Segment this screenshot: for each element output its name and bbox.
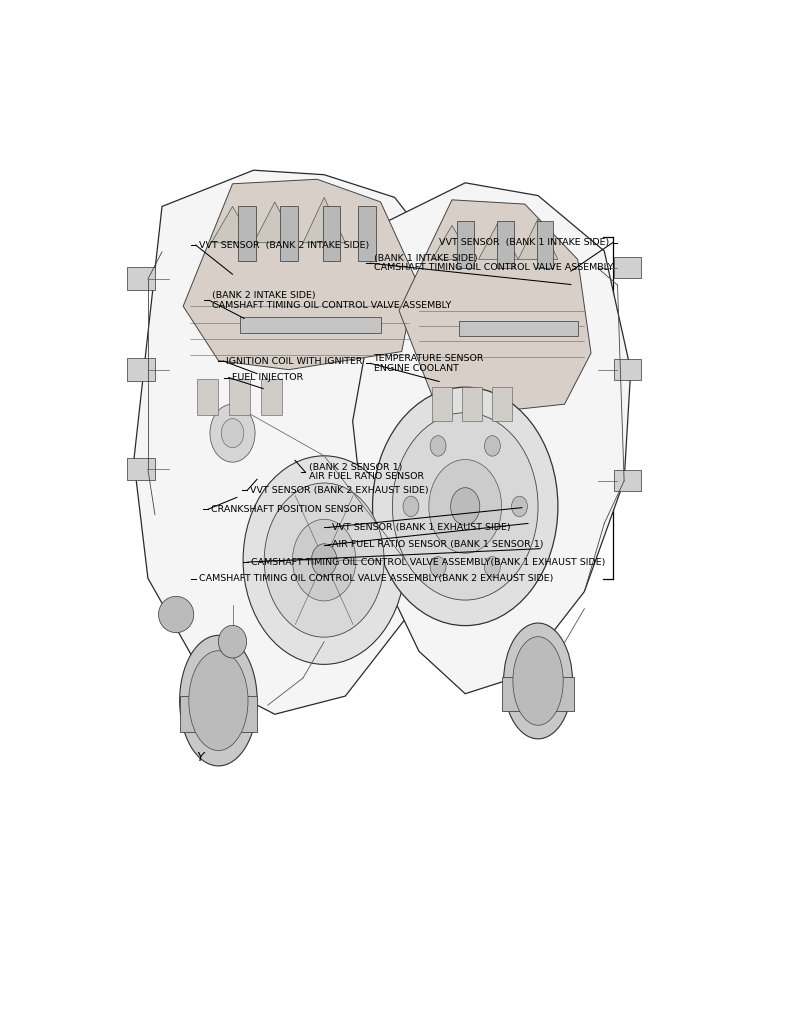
Bar: [240, 317, 380, 334]
Text: TEMPERATURE SENSOR: TEMPERATURE SENSOR: [373, 354, 484, 364]
Bar: [127, 267, 155, 290]
Bar: [180, 696, 257, 732]
Bar: [614, 257, 641, 279]
Ellipse shape: [513, 637, 563, 725]
Circle shape: [392, 413, 538, 600]
Text: CAMSHAFT TIMING OIL CONTROL VALVE ASSEMBLY(BANK 2 EXHAUST SIDE): CAMSHAFT TIMING OIL CONTROL VALVE ASSEMB…: [199, 574, 553, 583]
Bar: [501, 677, 574, 711]
Circle shape: [430, 557, 446, 578]
Polygon shape: [353, 183, 630, 693]
Circle shape: [312, 544, 337, 577]
Circle shape: [210, 404, 255, 462]
Bar: [261, 379, 282, 415]
Circle shape: [484, 557, 501, 578]
Bar: [127, 357, 155, 381]
Polygon shape: [254, 202, 296, 243]
Circle shape: [484, 435, 501, 456]
Circle shape: [293, 519, 356, 601]
Text: AIR FUEL RATIO SENSOR (BANK 1 SENSOR 1): AIR FUEL RATIO SENSOR (BANK 1 SENSOR 1): [332, 541, 543, 549]
Text: (BANK 1 INTAKE SIDE): (BANK 1 INTAKE SIDE): [373, 254, 477, 263]
Polygon shape: [184, 179, 416, 370]
Polygon shape: [134, 170, 458, 715]
Circle shape: [243, 456, 405, 665]
Polygon shape: [518, 218, 558, 259]
Bar: [462, 387, 482, 421]
Circle shape: [512, 497, 528, 517]
Bar: [537, 221, 553, 268]
Polygon shape: [303, 198, 346, 243]
Ellipse shape: [218, 626, 247, 658]
Bar: [127, 458, 155, 480]
Text: VVT SENSOR  (BANK 2 INTAKE SIDE): VVT SENSOR (BANK 2 INTAKE SIDE): [199, 241, 369, 250]
Polygon shape: [432, 225, 472, 259]
Bar: [323, 207, 340, 261]
Text: CRANKSHAFT POSITION SENSOR: CRANKSHAFT POSITION SENSOR: [211, 505, 364, 514]
Bar: [457, 221, 474, 268]
Circle shape: [430, 435, 446, 456]
Text: VVT SENSOR (BANK 1 EXHAUST SIDE): VVT SENSOR (BANK 1 EXHAUST SIDE): [332, 523, 510, 531]
Text: CAMSHAFT TIMING OIL CONTROL VALVE ASSEMBLY: CAMSHAFT TIMING OIL CONTROL VALVE ASSEMB…: [212, 300, 452, 309]
Circle shape: [264, 483, 384, 637]
Bar: [497, 221, 513, 268]
Ellipse shape: [189, 651, 248, 751]
Polygon shape: [211, 207, 254, 243]
Circle shape: [221, 419, 244, 447]
Text: FUEL INJECTOR: FUEL INJECTOR: [232, 373, 303, 382]
Text: VVT SENSOR (BANK 2 EXHAUST SIDE): VVT SENSOR (BANK 2 EXHAUST SIDE): [250, 485, 429, 495]
Bar: [238, 207, 255, 261]
Text: Y: Y: [195, 752, 203, 764]
Ellipse shape: [180, 635, 257, 766]
Text: IGNITION COIL WITH IGNITER: IGNITION COIL WITH IGNITER: [226, 356, 363, 366]
Text: AIR FUEL RATIO SENSOR: AIR FUEL RATIO SENSOR: [308, 472, 424, 481]
Text: (BANK 2 INTAKE SIDE): (BANK 2 INTAKE SIDE): [212, 291, 316, 300]
Circle shape: [451, 487, 480, 525]
Circle shape: [429, 460, 501, 553]
Bar: [614, 359, 641, 380]
Polygon shape: [479, 222, 518, 259]
Bar: [459, 321, 577, 336]
Ellipse shape: [158, 596, 194, 633]
Bar: [492, 387, 512, 421]
Bar: [197, 379, 218, 415]
Bar: [229, 379, 250, 415]
Text: CAMSHAFT TIMING OIL CONTROL VALVE ASSEMBLY: CAMSHAFT TIMING OIL CONTROL VALVE ASSEMB…: [373, 263, 613, 272]
Text: ENGINE COOLANT: ENGINE COOLANT: [373, 364, 459, 373]
Bar: [358, 207, 376, 261]
Ellipse shape: [504, 623, 573, 739]
Circle shape: [403, 497, 419, 517]
Bar: [281, 207, 298, 261]
Text: VVT SENSOR  (BANK 1 INTAKE SIDE): VVT SENSOR (BANK 1 INTAKE SIDE): [439, 239, 610, 247]
Bar: [432, 387, 452, 421]
Text: (BANK 2 SENSOR 1): (BANK 2 SENSOR 1): [308, 463, 402, 472]
Polygon shape: [399, 200, 591, 413]
Circle shape: [373, 387, 558, 626]
Text: CAMSHAFT TIMING OIL CONTROL VALVE ASSEMBLY(BANK 1 EXHAUST SIDE): CAMSHAFT TIMING OIL CONTROL VALVE ASSEMB…: [251, 557, 605, 566]
Bar: [614, 470, 641, 492]
